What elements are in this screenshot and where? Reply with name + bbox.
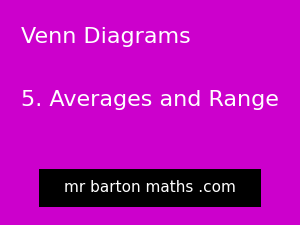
Text: 5. Averages and Range: 5. Averages and Range [21, 90, 279, 110]
Text: mr barton maths .com: mr barton maths .com [64, 180, 236, 195]
Text: Venn Diagrams: Venn Diagrams [21, 27, 191, 47]
FancyBboxPatch shape [39, 169, 261, 207]
